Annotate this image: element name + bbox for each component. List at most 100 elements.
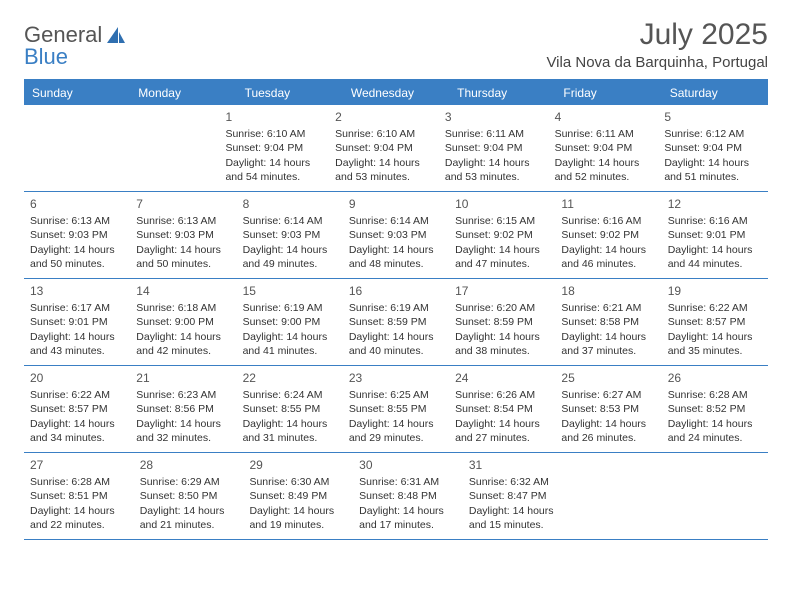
- sunset-text: Sunset: 8:56 PM: [136, 402, 230, 416]
- day-number: 25: [561, 370, 655, 386]
- sunrise-text: Sunrise: 6:23 AM: [136, 388, 230, 402]
- daylight-text: Daylight: 14 hours and 40 minutes.: [349, 330, 443, 358]
- sunset-text: Sunset: 9:03 PM: [136, 228, 230, 242]
- sunrise-text: Sunrise: 6:32 AM: [469, 475, 567, 489]
- title-block: July 2025 Vila Nova da Barquinha, Portug…: [546, 18, 768, 71]
- sunset-text: Sunset: 8:53 PM: [561, 402, 655, 416]
- week-row: 20Sunrise: 6:22 AMSunset: 8:57 PMDayligh…: [24, 366, 768, 453]
- sunrise-text: Sunrise: 6:16 AM: [668, 214, 762, 228]
- empty-cell: [24, 105, 122, 191]
- sunrise-text: Sunrise: 6:31 AM: [359, 475, 457, 489]
- sunset-text: Sunset: 9:03 PM: [243, 228, 337, 242]
- day-number: 3: [445, 109, 543, 125]
- day-number: 31: [469, 457, 567, 473]
- sunrise-text: Sunrise: 6:14 AM: [243, 214, 337, 228]
- day-number: 2: [335, 109, 433, 125]
- weekday-sunday: Sunday: [24, 81, 130, 105]
- day-number: 26: [668, 370, 762, 386]
- header: General July 2025 Vila Nova da Barquinha…: [24, 18, 768, 71]
- day-cell: 22Sunrise: 6:24 AMSunset: 8:55 PMDayligh…: [237, 366, 343, 452]
- day-cell: 3 Sunrise: 6:11 AMSunset: 9:04 PMDaylight…: [439, 105, 549, 191]
- day-number: 1: [225, 109, 323, 125]
- day-cell: 2Sunrise: 6:10 AMSunset: 9:04 PMDaylight…: [329, 105, 439, 191]
- sunrise-text: Sunrise: 6:26 AM: [455, 388, 549, 402]
- sunset-text: Sunset: 9:03 PM: [349, 228, 443, 242]
- daylight-text: Daylight: 14 hours and 17 minutes.: [359, 504, 457, 532]
- sunset-text: Sunset: 8:51 PM: [30, 489, 128, 503]
- day-cell: 14Sunrise: 6:18 AMSunset: 9:00 PMDayligh…: [130, 279, 236, 365]
- day-number: 14: [136, 283, 230, 299]
- empty-cell: [122, 105, 220, 191]
- day-cell: 16Sunrise: 6:19 AMSunset: 8:59 PMDayligh…: [343, 279, 449, 365]
- daylight-text: Daylight: 14 hours and 44 minutes.: [668, 243, 762, 271]
- sunset-text: Sunset: 8:59 PM: [349, 315, 443, 329]
- daylight-text: Daylight: 14 hours and 52 minutes.: [555, 156, 653, 184]
- daylight-text: Daylight: 14 hours and 43 minutes.: [30, 330, 124, 358]
- day-number: 10: [455, 196, 549, 212]
- week-row: 13Sunrise: 6:17 AMSunset: 9:01 PMDayligh…: [24, 279, 768, 366]
- sunset-text: Sunset: 9:01 PM: [668, 228, 762, 242]
- daylight-text: Daylight: 14 hours and 53 minutes.: [335, 156, 433, 184]
- sunset-text: Sunset: 9:04 PM: [445, 141, 543, 155]
- day-number: 15: [243, 283, 337, 299]
- day-cell: 23Sunrise: 6:25 AMSunset: 8:55 PMDayligh…: [343, 366, 449, 452]
- sunset-text: Sunset: 8:47 PM: [469, 489, 567, 503]
- daylight-text: Daylight: 14 hours and 53 minutes.: [445, 156, 543, 184]
- sunset-text: Sunset: 8:48 PM: [359, 489, 457, 503]
- sunrise-text: Sunrise: 6:18 AM: [136, 301, 230, 315]
- location: Vila Nova da Barquinha, Portugal: [546, 54, 768, 71]
- day-number: 28: [140, 457, 238, 473]
- day-number: 12: [668, 196, 762, 212]
- day-number: 5: [664, 109, 762, 125]
- sunrise-text: Sunrise: 6:13 AM: [136, 214, 230, 228]
- day-number: 18: [561, 283, 655, 299]
- day-number: 27: [30, 457, 128, 473]
- daylight-text: Daylight: 14 hours and 15 minutes.: [469, 504, 567, 532]
- daylight-text: Daylight: 14 hours and 42 minutes.: [136, 330, 230, 358]
- sunset-text: Sunset: 8:58 PM: [561, 315, 655, 329]
- sunrise-text: Sunrise: 6:13 AM: [30, 214, 124, 228]
- day-cell: 17Sunrise: 6:20 AMSunset: 8:59 PMDayligh…: [449, 279, 555, 365]
- day-cell: 6Sunrise: 6:13 AMSunset: 9:03 PMDaylight…: [24, 192, 130, 278]
- day-number: 8: [243, 196, 337, 212]
- sunset-text: Sunset: 9:00 PM: [243, 315, 337, 329]
- sunrise-text: Sunrise: 6:10 AM: [225, 127, 323, 141]
- sunset-text: Sunset: 8:54 PM: [455, 402, 549, 416]
- sunrise-text: Sunrise: 6:11 AM: [445, 127, 543, 141]
- daylight-text: Daylight: 14 hours and 37 minutes.: [561, 330, 655, 358]
- sunrise-text: Sunrise: 6:28 AM: [30, 475, 128, 489]
- sunrise-text: Sunrise: 6:11 AM: [555, 127, 653, 141]
- day-cell: 30Sunrise: 6:31 AMSunset: 8:48 PMDayligh…: [353, 453, 463, 539]
- sunrise-text: Sunrise: 6:12 AM: [664, 127, 762, 141]
- day-number: 16: [349, 283, 443, 299]
- week-row: 1Sunrise: 6:10 AMSunset: 9:04 PMDaylight…: [24, 105, 768, 192]
- calendar: Sunday Monday Tuesday Wednesday Thursday…: [24, 79, 768, 540]
- day-cell: 10Sunrise: 6:15 AMSunset: 9:02 PMDayligh…: [449, 192, 555, 278]
- sunset-text: Sunset: 9:04 PM: [555, 141, 653, 155]
- day-number: 20: [30, 370, 124, 386]
- day-cell: 18Sunrise: 6:21 AMSunset: 8:58 PMDayligh…: [555, 279, 661, 365]
- sunset-text: Sunset: 8:49 PM: [249, 489, 347, 503]
- sunset-text: Sunset: 9:04 PM: [664, 141, 762, 155]
- day-cell: 31 Sunrise: 6:32 AMSunset: 8:47 PMDayligh…: [463, 453, 573, 539]
- empty-cell: [573, 453, 671, 539]
- daylight-text: Daylight: 14 hours and 48 minutes.: [349, 243, 443, 271]
- daylight-text: Daylight: 14 hours and 21 minutes.: [140, 504, 238, 532]
- sunrise-text: Sunrise: 6:27 AM: [561, 388, 655, 402]
- weekday-thursday: Thursday: [449, 81, 555, 105]
- day-number: 6: [30, 196, 124, 212]
- week-row: 6Sunrise: 6:13 AMSunset: 9:03 PMDaylight…: [24, 192, 768, 279]
- week-row: 27 Sunrise: 6:28 AMSunset: 8:51 PM Dayligh…: [24, 453, 768, 540]
- daylight-text: Daylight: 14 hours and 47 minutes.: [455, 243, 549, 271]
- weekday-tuesday: Tuesday: [237, 81, 343, 105]
- sunset-text: Sunset: 8:55 PM: [349, 402, 443, 416]
- day-number: 11: [561, 196, 655, 212]
- sunrise-text: Sunrise: 6:25 AM: [349, 388, 443, 402]
- day-cell: 29Sunrise: 6:30 AMSunset: 8:49 PMDayligh…: [243, 453, 353, 539]
- day-number: 7: [136, 196, 230, 212]
- sunrise-text: Sunrise: 6:30 AM: [249, 475, 347, 489]
- day-cell: 26Sunrise: 6:28 AMSunset: 8:52 PMDayligh…: [662, 366, 768, 452]
- daylight-text: Daylight: 14 hours and 26 minutes.: [561, 417, 655, 445]
- sunset-text: Sunset: 9:04 PM: [225, 141, 323, 155]
- day-cell: 19Sunrise: 6:22 AMSunset: 8:57 PMDayligh…: [662, 279, 768, 365]
